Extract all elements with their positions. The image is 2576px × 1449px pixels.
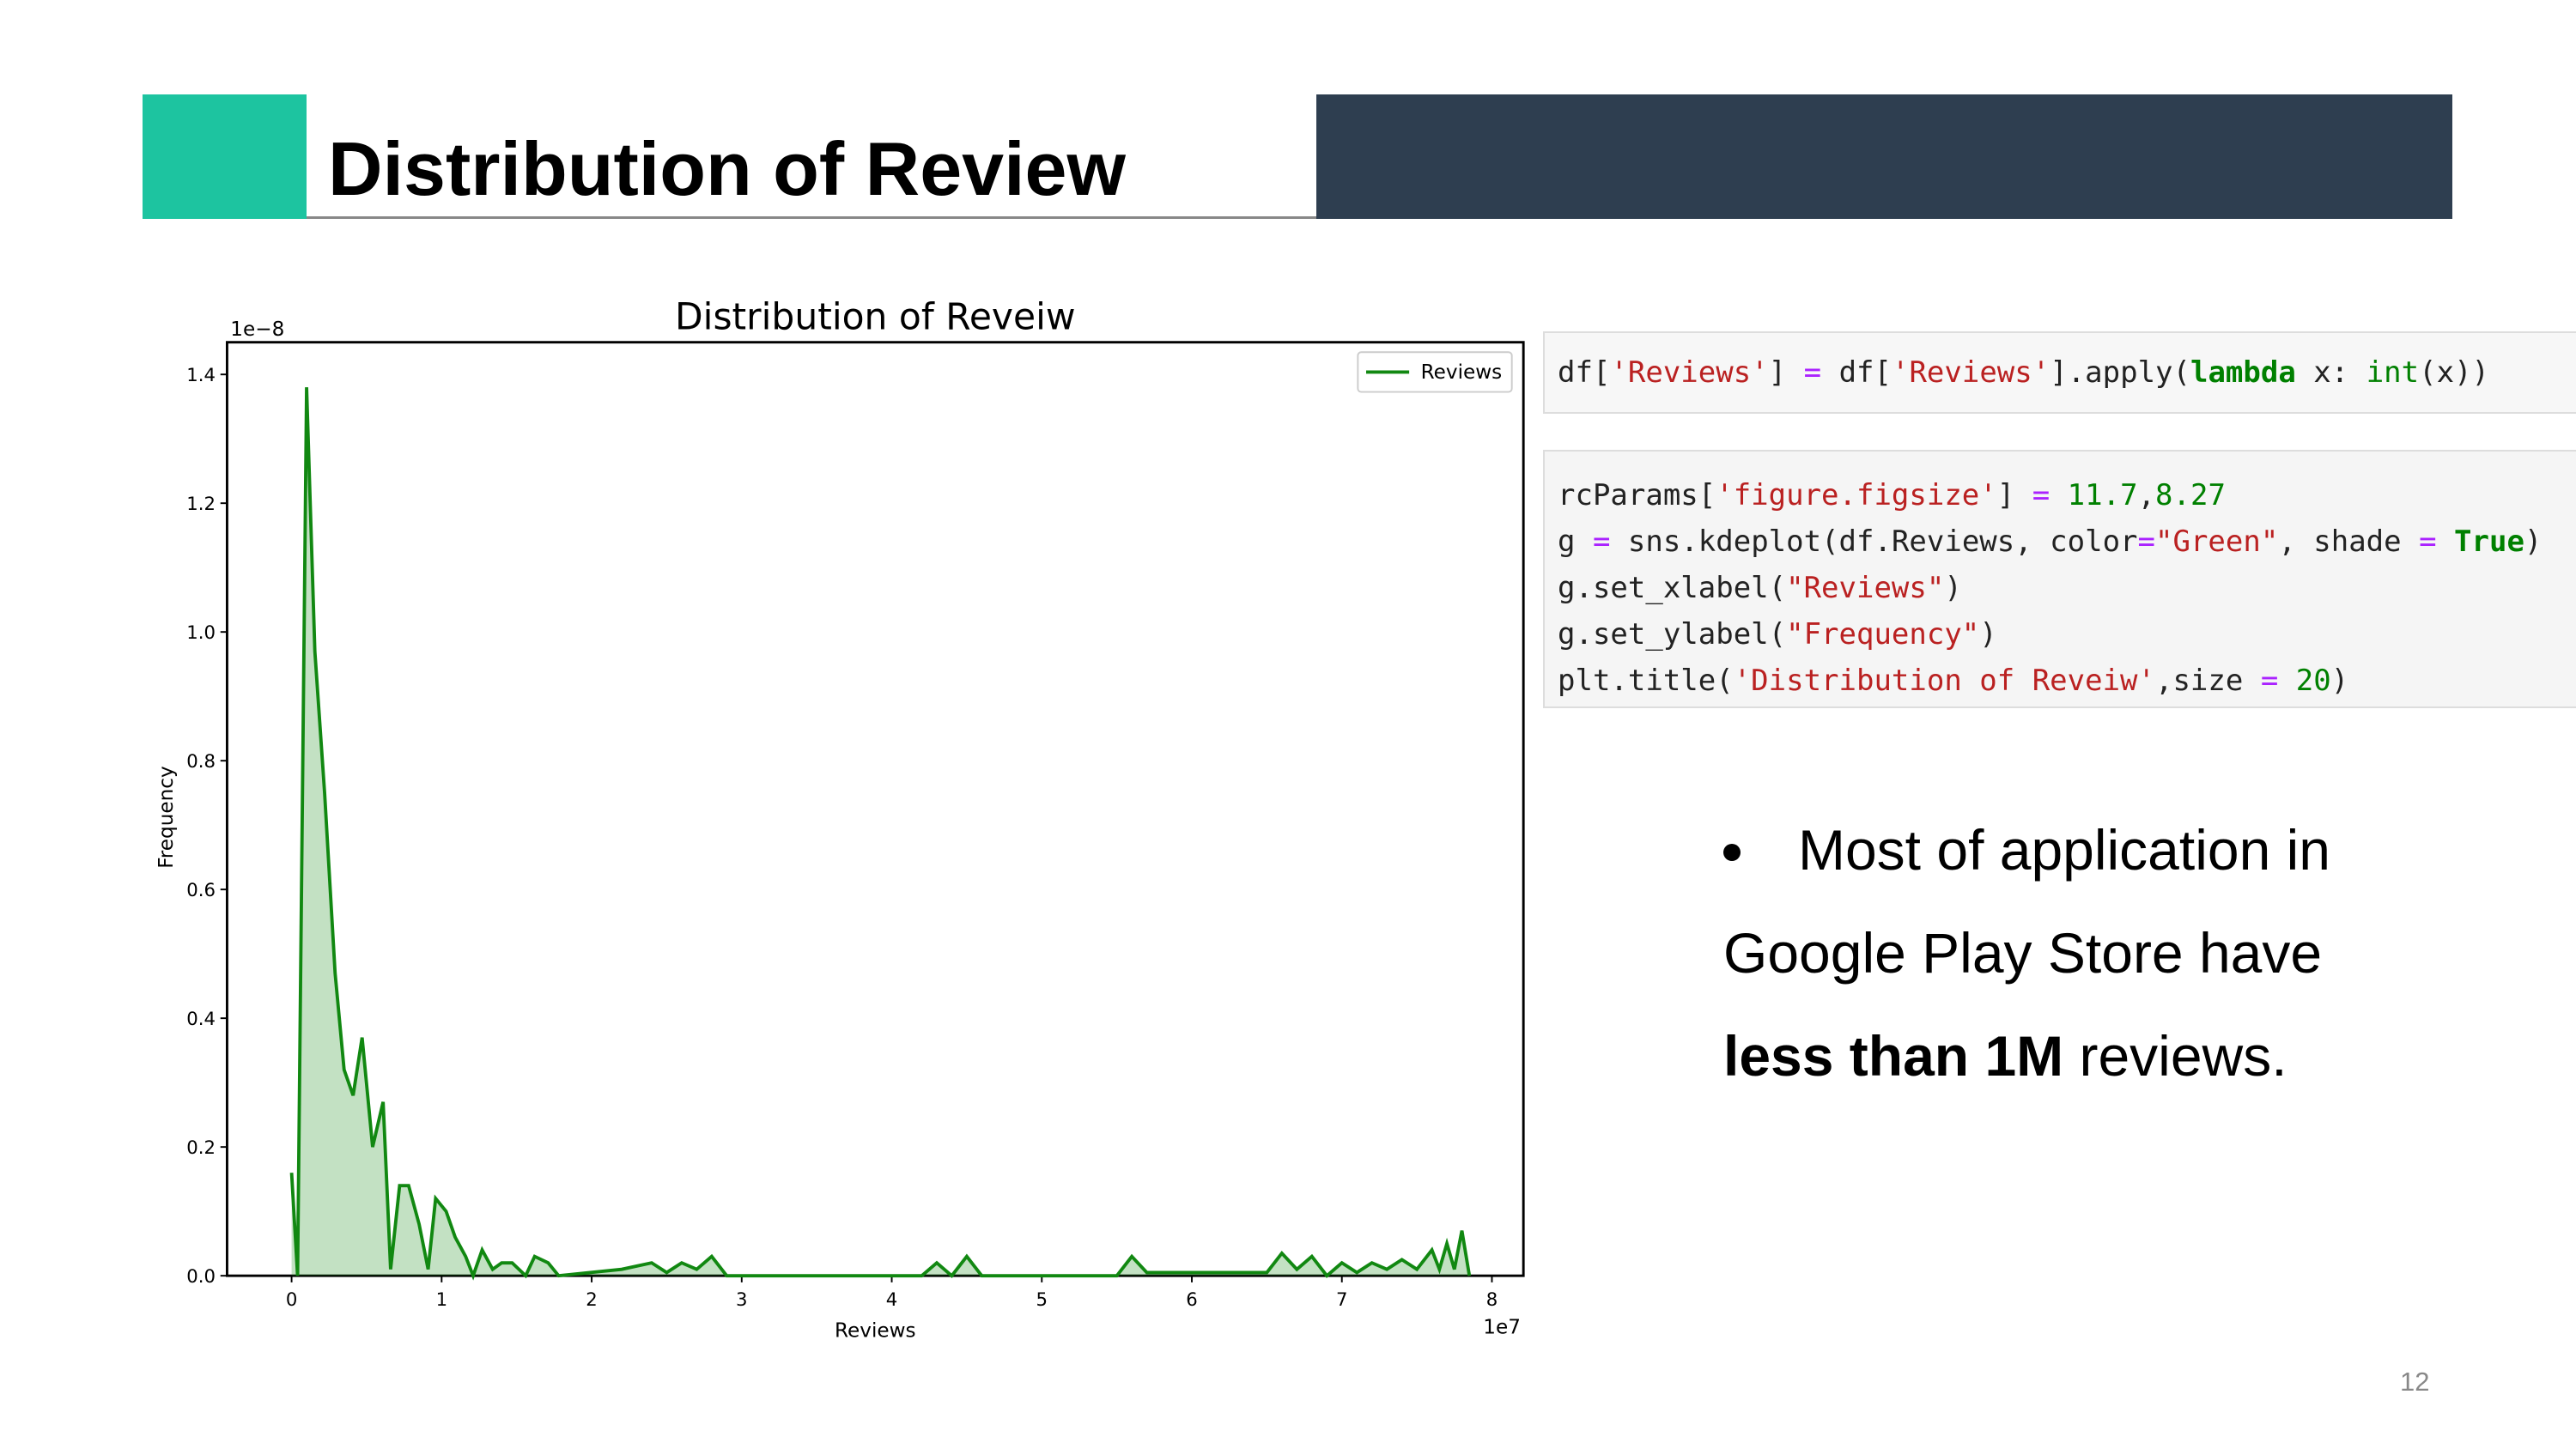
code-token: 11.7 xyxy=(2050,478,2138,512)
code-token: 'Distribution of Reveiw' xyxy=(1733,664,2155,698)
code-line: rcParams['figure.figsize'] = 11.7,8.27 xyxy=(1558,472,2576,518)
x-tick-label: 8 xyxy=(1486,1288,1498,1310)
code-token: = xyxy=(2032,478,2050,512)
x-tick-label: 3 xyxy=(736,1288,747,1310)
code-token: rcParams[ xyxy=(1558,478,1716,512)
y-offset-label: 1e−8 xyxy=(230,318,284,341)
y-tick-label: 1.2 xyxy=(186,493,216,514)
code-token: = xyxy=(2260,664,2279,698)
code-line: g.set_ylabel("Frequency") xyxy=(1558,611,2576,658)
code-line: g = sns.kdeplot(df.Reviews, color="Green… xyxy=(1558,518,2576,565)
title-rule xyxy=(307,216,1316,219)
y-tick-label: 0.2 xyxy=(186,1137,216,1158)
code-token: "Reviews" xyxy=(1786,571,1945,605)
chart-title: Distribution of Reveiw xyxy=(675,296,1076,338)
code-token: g.set_ylabel( xyxy=(1558,617,1787,652)
bullet-text: Most of application in Google Play Store… xyxy=(1723,818,2331,985)
x-tick-label: 0 xyxy=(286,1288,297,1310)
bullet-list: Most of application in Google Play Store… xyxy=(1723,798,2419,1107)
y-tick-label: 0.4 xyxy=(186,1008,216,1029)
legend-box xyxy=(1357,351,1513,393)
code-token: ].apply( xyxy=(2050,355,2190,390)
code-token: , xyxy=(2137,478,2156,512)
x-offset-label: 1e7 xyxy=(1483,1317,1521,1339)
x-tick-label: 7 xyxy=(1336,1288,1347,1310)
x-tick-label: 2 xyxy=(586,1288,597,1310)
code-token: 'Reviews' xyxy=(1891,355,2050,390)
code-token: int xyxy=(2366,355,2420,390)
y-tick-label: 0.6 xyxy=(186,879,216,900)
code-token: 'figure.figsize' xyxy=(1716,478,1997,512)
y-tick-label: 1.4 xyxy=(186,364,216,385)
x-tick-label: 1 xyxy=(436,1288,447,1310)
code-line: plt.title('Distribution of Reveiw',size … xyxy=(1558,658,2576,704)
code-token: plt.title( xyxy=(1558,664,1734,698)
code-token: ) xyxy=(2524,524,2543,559)
code-token: ] xyxy=(1996,478,2032,512)
code-token: = xyxy=(1803,355,1822,390)
code-cell: df['Reviews'] = df['Reviews'].apply(lamb… xyxy=(1543,331,2576,414)
code-token: g xyxy=(1558,524,1593,559)
code-token: ] xyxy=(1768,355,1804,390)
code-token: ) xyxy=(1944,571,1962,605)
code-token: sns.kdeplot(df.Reviews, color xyxy=(1610,524,2138,559)
plot-area xyxy=(226,341,1525,1277)
code-token: , shade xyxy=(2278,524,2420,559)
code-token: 20 xyxy=(2278,664,2331,698)
code-token: = xyxy=(2419,524,2437,559)
code-token: x: xyxy=(2295,355,2366,390)
x-tick-label: 4 xyxy=(886,1288,897,1310)
code-token: lambda xyxy=(2190,355,2296,390)
code-token: True xyxy=(2436,524,2524,559)
code-token: = xyxy=(1592,524,1611,559)
bullet-bold: less than 1M xyxy=(1723,1024,2064,1088)
code-token: ,size xyxy=(2154,664,2261,698)
accent-block xyxy=(143,94,307,219)
x-axis-label: Reviews xyxy=(835,1320,916,1343)
code-token: 8.27 xyxy=(2155,478,2226,512)
bullet-item: Most of application in Google Play Store… xyxy=(1723,798,2419,1107)
legend-label: Reviews xyxy=(1421,361,1503,384)
chart: Distribution of Reveiw 1e−8 1e7 Reviews Freq… xyxy=(155,296,1525,1343)
code-token: g.set_xlabel( xyxy=(1558,571,1787,605)
x-tick-label: 6 xyxy=(1186,1288,1197,1310)
code-token: 'Reviews' xyxy=(1610,355,1769,390)
header-band xyxy=(1316,94,2452,219)
code-token: df[ xyxy=(1821,355,1892,390)
code-token: ) xyxy=(2330,664,2349,698)
slide-title: Distribution of Review xyxy=(328,126,1126,211)
y-tick-label: 1.0 xyxy=(186,621,216,643)
code-token: "Green" xyxy=(2155,524,2279,559)
code-line: df['Reviews'] = df['Reviews'].apply(lamb… xyxy=(1558,349,2576,396)
code-token: "Frequency" xyxy=(1786,617,1980,652)
line xyxy=(289,387,1472,1281)
code-token: ) xyxy=(1979,617,1997,652)
code-cell: rcParams['figure.figsize'] = 11.7,8.27 g … xyxy=(1543,450,2576,708)
y-axis-label: Frequency xyxy=(155,766,178,868)
y-tick-label: 0.0 xyxy=(186,1265,216,1287)
y-tick-label: 0.8 xyxy=(186,750,216,772)
x-tick-label: 5 xyxy=(1036,1288,1048,1310)
code-token: df[ xyxy=(1558,355,1611,390)
bullet-text: reviews. xyxy=(2079,1024,2287,1088)
code-token: (x)) xyxy=(2419,355,2490,390)
code-token: = xyxy=(2137,524,2156,559)
page-number: 12 xyxy=(2400,1367,2430,1397)
code-line: g.set_xlabel("Reviews") xyxy=(1558,565,2576,611)
